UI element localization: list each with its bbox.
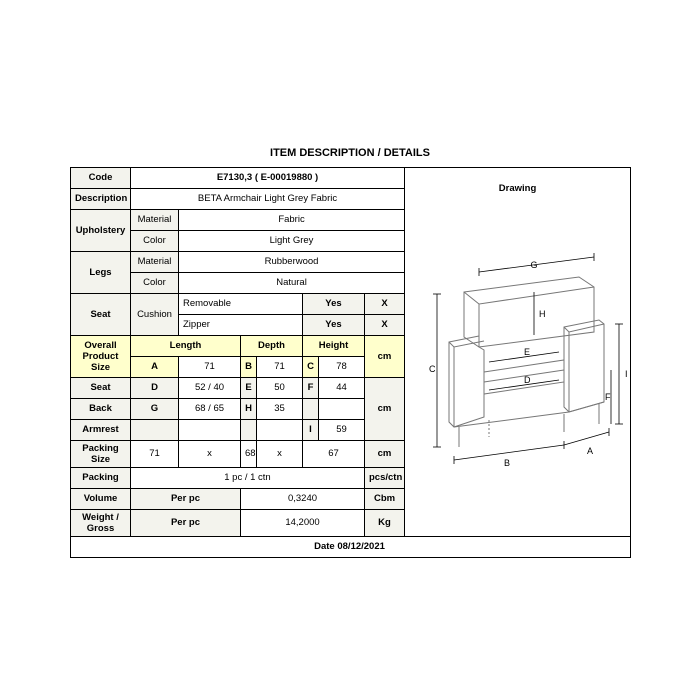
armrest-row: Armrest <box>71 419 131 440</box>
let-B: B <box>241 356 257 377</box>
yes-1: Yes <box>303 293 365 314</box>
code-value: E7130,3 ( E-00019880 ) <box>131 167 405 188</box>
legs-mat-value: Rubberwood <box>179 251 405 272</box>
packing-value: 1 pc / 1 ctn <box>131 467 365 488</box>
zipper-label: Zipper <box>179 314 303 335</box>
yes-2: Yes <box>303 314 365 335</box>
volume-label: Volume <box>71 488 131 509</box>
pack-x1: x <box>179 440 241 467</box>
uph-mat-label: Material <box>131 209 179 230</box>
volume-value: 0,3240 <box>241 488 365 509</box>
armchair-drawing: G H E D C B A I F <box>409 232 635 512</box>
uph-col-value: Light Grey <box>179 230 405 251</box>
cbm: Cbm <box>365 488 405 509</box>
cm-2: cm <box>365 377 405 440</box>
dim-A: 71 <box>179 356 241 377</box>
legs-col-value: Natural <box>179 272 405 293</box>
let-I: I <box>303 419 319 440</box>
weight-label: Weight / Gross <box>71 509 131 536</box>
x-2: X <box>365 314 405 335</box>
overall-label: Overall Product Size <box>71 335 131 377</box>
code-label: Code <box>71 167 131 188</box>
back-row: Back <box>71 398 131 419</box>
dim-H: 35 <box>257 398 303 419</box>
cushion-label: Cushion <box>131 293 179 335</box>
uph-label: Upholstery <box>71 209 131 251</box>
dim-B: 71 <box>257 356 303 377</box>
svg-text:D: D <box>524 375 531 385</box>
seat-label: Seat <box>71 293 131 335</box>
let-H: H <box>241 398 257 419</box>
pack-l: 71 <box>131 440 179 467</box>
per-pc-2: Per pc <box>131 509 241 536</box>
uph-col-label: Color <box>131 230 179 251</box>
spec-sheet: ITEM DESCRIPTION / DETAILS Code E7130,3 … <box>70 143 630 558</box>
packing-label: Packing <box>71 467 131 488</box>
cm-1: cm <box>365 335 405 377</box>
drawing-label: Drawing <box>405 167 631 209</box>
dim-E: 50 <box>257 377 303 398</box>
legs-mat-label: Material <box>131 251 179 272</box>
pack-h: 67 <box>303 440 365 467</box>
height-label: Height <box>303 335 365 356</box>
kg: Kg <box>365 509 405 536</box>
dim-G: 68 / 65 <box>179 398 241 419</box>
pack-x2: x <box>257 440 303 467</box>
svg-text:F: F <box>605 392 611 402</box>
drawing-area: G H E D C B A I F <box>405 209 631 536</box>
let-D: D <box>131 377 179 398</box>
pack-w: 68 <box>241 440 257 467</box>
let-G: G <box>131 398 179 419</box>
seat-row: Seat <box>71 377 131 398</box>
dim-I: 59 <box>319 419 365 440</box>
pcs-ctn: pcs/ctn <box>365 467 405 488</box>
let-C: C <box>303 356 319 377</box>
legs-col-label: Color <box>131 272 179 293</box>
svg-text:C: C <box>429 364 436 374</box>
let-F: F <box>303 377 319 398</box>
length-label: Length <box>131 335 241 356</box>
sheet-title: ITEM DESCRIPTION / DETAILS <box>70 143 630 167</box>
cm-3: cm <box>365 440 405 467</box>
dim-D: 52 / 40 <box>179 377 241 398</box>
dim-F: 44 <box>319 377 365 398</box>
uph-mat-value: Fabric <box>179 209 405 230</box>
svg-text:E: E <box>524 347 530 357</box>
dim-C: 78 <box>319 356 365 377</box>
depth-label: Depth <box>241 335 303 356</box>
per-pc-1: Per pc <box>131 488 241 509</box>
let-A: A <box>131 356 179 377</box>
desc-value: BETA Armchair Light Grey Fabric <box>131 188 405 209</box>
svg-text:B: B <box>504 458 510 468</box>
svg-text:H: H <box>539 309 546 319</box>
date-cell: Date 08/12/2021 <box>71 536 631 557</box>
svg-text:G: G <box>531 260 538 270</box>
svg-text:I: I <box>625 369 628 379</box>
weight-value: 14,2000 <box>241 509 365 536</box>
desc-label: Description <box>71 188 131 209</box>
svg-text:A: A <box>587 446 593 456</box>
packsize-label: Packing Size <box>71 440 131 467</box>
spec-table: Code E7130,3 ( E-00019880 ) Drawing Desc… <box>70 167 631 558</box>
removable-label: Removable <box>179 293 303 314</box>
legs-label: Legs <box>71 251 131 293</box>
x-1: X <box>365 293 405 314</box>
let-E: E <box>241 377 257 398</box>
